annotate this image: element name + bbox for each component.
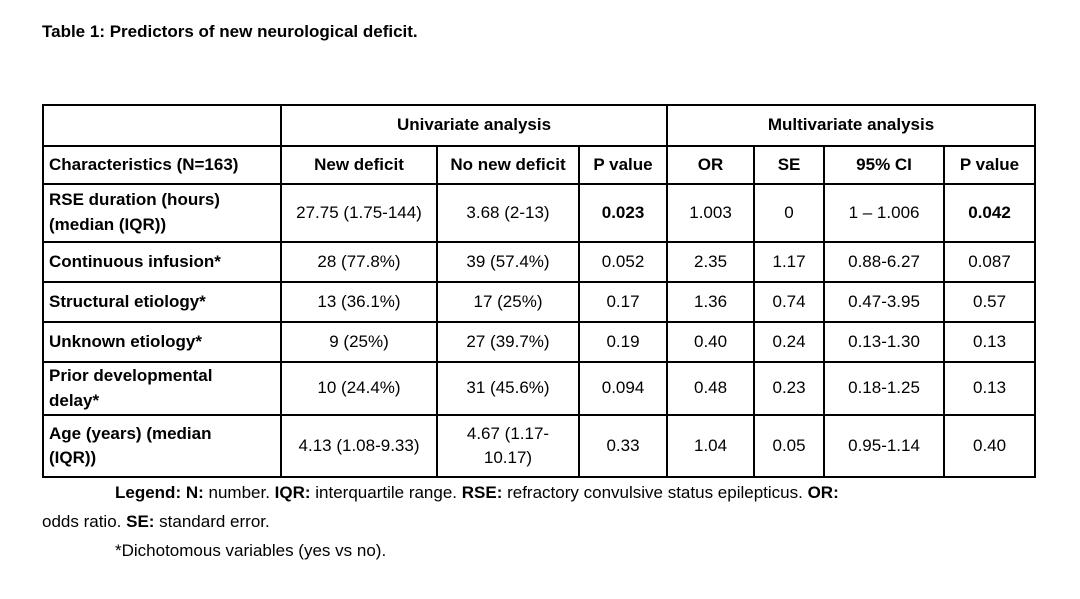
- column-header-characteristics: Characteristics (N=163): [42, 145, 282, 185]
- table-cell: 10 (24.4%): [280, 360, 438, 417]
- table-cell: 31 (45.6%): [436, 360, 580, 417]
- legend-text-segment: RSE:: [461, 483, 503, 502]
- column-header-95-ci: 95% CI: [823, 145, 946, 185]
- multivariate-group-header: Multivariate analysis: [666, 104, 1037, 147]
- table-cell: 0.95-1.14: [823, 414, 946, 479]
- table-cell: 39 (57.4%): [436, 241, 580, 283]
- table-cell: 13 (36.1%): [280, 281, 438, 323]
- table-cell: 0.094: [577, 360, 669, 417]
- legend-text-segment: odds ratio.: [42, 512, 127, 531]
- column-header-p-value-multivariate: P value: [943, 145, 1037, 185]
- table-cell: 0.052: [577, 241, 669, 283]
- row-label: Unknown etiology*: [42, 321, 282, 363]
- legend-line: Legend: N: number. IQR: interquartile ra…: [42, 478, 1052, 507]
- table-row: Age (years) (median (IQR)) 4.13 (1.08-9.3…: [42, 414, 1037, 479]
- table-cell: 3.68 (2-13): [436, 183, 580, 243]
- table-cell: 28 (77.8%): [280, 241, 438, 283]
- table-cell: 4.13 (1.08-9.33): [280, 414, 438, 479]
- column-header-new-deficit: New deficit: [280, 145, 438, 185]
- table-cell: 1 – 1.006: [823, 183, 946, 243]
- legend: Legend: N: number. IQR: interquartile ra…: [42, 478, 1052, 565]
- column-header-se: SE: [753, 145, 826, 185]
- table-cell: 0.57: [943, 281, 1037, 323]
- legend-line: *Dichotomous variables (yes vs no).: [42, 536, 1052, 565]
- table-title: Table 1: Predictors of new neurological …: [42, 22, 418, 41]
- row-label: Continuous infusion*: [42, 241, 282, 283]
- table-cell: 2.35: [666, 241, 756, 283]
- univariate-group-header: Univariate analysis: [279, 104, 669, 147]
- table-cell: 0.13: [943, 360, 1037, 417]
- legend-text-segment: IQR:: [274, 483, 311, 502]
- row-label: Structural etiology*: [42, 281, 282, 323]
- legend-text-segment: number.: [203, 483, 275, 502]
- table-cell: 4.67 (1.17-10.17): [436, 414, 580, 479]
- table-cell: 27.75 (1.75-144): [280, 183, 438, 243]
- legend-text-segment: SE:: [126, 512, 155, 531]
- table-cell: 0.13: [943, 321, 1037, 363]
- empty-corner-cell: [42, 104, 282, 147]
- table-cell: 0: [753, 183, 826, 243]
- table-cell: 9 (25%): [280, 321, 438, 363]
- table-cell: 0.40: [666, 321, 756, 363]
- table-head: Univariate analysis Multivariate analysi…: [42, 104, 1037, 185]
- table-body: RSE duration (hours) (median (IQR)) 27.75…: [42, 183, 1037, 479]
- column-header-or: OR: [666, 145, 756, 185]
- column-header-no-new-deficit: No new deficit: [436, 145, 580, 185]
- table-cell: 0.33: [577, 414, 669, 479]
- table-cell: 0.13-1.30: [823, 321, 946, 363]
- table-row: Continuous infusion* 28 (77.8%) 39 (57.4%)…: [42, 241, 1037, 283]
- table-row: RSE duration (hours) (median (IQR)) 27.75…: [42, 183, 1037, 243]
- table-row: Structural etiology* 13 (36.1%) 17 (25%) 0.…: [42, 281, 1037, 323]
- table-cell: 1.003: [666, 183, 756, 243]
- legend-text-segment: standard error.: [154, 512, 270, 531]
- table-cell: 27 (39.7%): [436, 321, 580, 363]
- legend-text-segment: interquartile range.: [310, 483, 462, 502]
- table-row: Prior developmental delay* 10 (24.4%) 31 (…: [42, 360, 1037, 417]
- column-header-row: Characteristics (N=163) New deficit No n…: [42, 145, 1037, 185]
- table-cell: 0.17: [577, 281, 669, 323]
- table-cell: 0.042: [943, 183, 1037, 243]
- table-cell: 1.17: [753, 241, 826, 283]
- table-cell: 1.04: [666, 414, 756, 479]
- legend-line: odds ratio. SE: standard error.: [42, 507, 1052, 536]
- legend-text-segment: refractory convulsive status epilepticus…: [502, 483, 808, 502]
- row-label: Age (years) (median (IQR)): [42, 414, 282, 479]
- table-cell: 0.74: [753, 281, 826, 323]
- table-cell: 0.48: [666, 360, 756, 417]
- table-cell: 17 (25%): [436, 281, 580, 323]
- table-cell: 0.19: [577, 321, 669, 363]
- row-label: Prior developmental delay*: [42, 360, 282, 417]
- table-cell: 1.36: [666, 281, 756, 323]
- predictors-table: Univariate analysis Multivariate analysi…: [42, 104, 1037, 479]
- table-cell: 0.40: [943, 414, 1037, 479]
- table-cell: 0.47-3.95: [823, 281, 946, 323]
- table-cell: 0.23: [753, 360, 826, 417]
- legend-text-segment: Legend: N:: [115, 483, 204, 502]
- table-cell: 0.18-1.25: [823, 360, 946, 417]
- table-cell: 0.88-6.27: [823, 241, 946, 283]
- table-cell: 0.087: [943, 241, 1037, 283]
- table-row: Unknown etiology* 9 (25%) 27 (39.7%) 0.19 0.…: [42, 321, 1037, 363]
- group-header-row: Univariate analysis Multivariate analysi…: [42, 104, 1037, 147]
- table-cell: 0.24: [753, 321, 826, 363]
- row-label: RSE duration (hours) (median (IQR)): [42, 183, 282, 243]
- legend-text-segment: OR:: [807, 483, 839, 502]
- table-cell: 0.05: [753, 414, 826, 479]
- table-cell: 0.023: [577, 183, 669, 243]
- column-header-p-value-univariate: P value: [577, 145, 669, 185]
- legend-text-segment: *Dichotomous variables (yes vs no).: [115, 541, 387, 560]
